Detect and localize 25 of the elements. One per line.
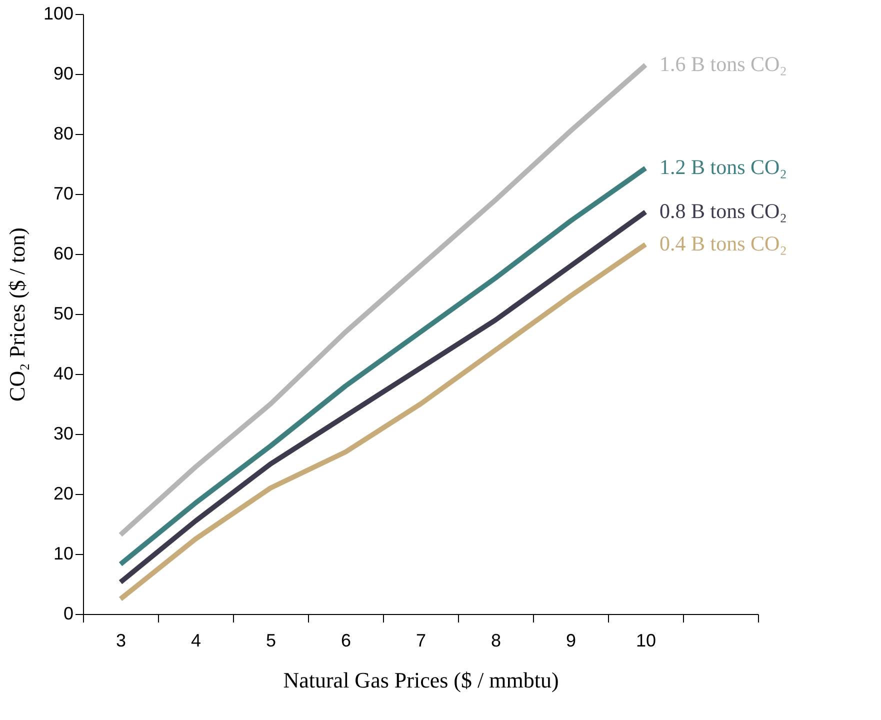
x-tick-label: 9 bbox=[566, 630, 576, 650]
y-tick-label: 70 bbox=[53, 184, 74, 204]
series-label: 1.6 B tons CO₂ bbox=[660, 52, 788, 76]
x-tick-label: 4 bbox=[190, 630, 202, 650]
y-tick-label: 50 bbox=[53, 304, 74, 324]
series-label: 1.2 B tons CO₂ bbox=[660, 155, 788, 180]
y-tick-label: 30 bbox=[53, 424, 74, 444]
y-tick-label: 20 bbox=[53, 484, 74, 504]
y-tick-label: 40 bbox=[53, 364, 74, 384]
x-tick-label: 10 bbox=[636, 630, 656, 650]
series-label: 0.4 B tons CO₂ bbox=[660, 231, 788, 256]
y-tick-label: 10 bbox=[53, 544, 74, 564]
series-label: 0.8 B tons CO₂ bbox=[660, 199, 788, 223]
y-tick-label: 60 bbox=[53, 244, 74, 264]
y-tick-label: 80 bbox=[53, 124, 74, 144]
x-tick-label: 3 bbox=[116, 630, 126, 650]
y-tick-label: 90 bbox=[53, 64, 74, 84]
x-axis-title: Natural Gas Prices ($ / mmbtu) bbox=[283, 668, 559, 692]
x-tick-label: 6 bbox=[340, 630, 352, 650]
x-tick-label: 7 bbox=[416, 630, 426, 650]
y-axis-title: CO₂ Prices ($ / ton) bbox=[4, 228, 30, 402]
x-tick-label: 8 bbox=[490, 630, 502, 650]
y-tick-label: 0 bbox=[63, 604, 74, 624]
x-tick-label: 5 bbox=[266, 630, 276, 650]
y-tick-label: 100 bbox=[43, 4, 74, 24]
